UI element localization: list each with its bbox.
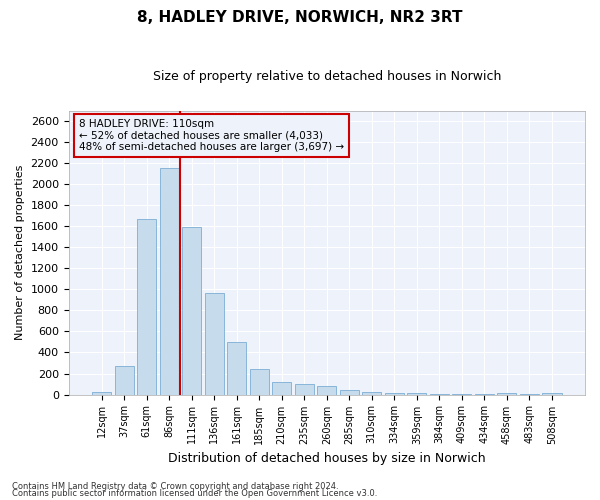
Bar (272, 382, 291, 394)
Y-axis label: Number of detached properties: Number of detached properties (15, 165, 25, 340)
Bar (182, 228, 201, 394)
Text: 8 HADLEY DRIVE: 110sqm
← 52% of detached houses are smaller (4,033)
48% of semi-: 8 HADLEY DRIVE: 110sqm ← 52% of detached… (79, 119, 344, 152)
Bar (407, 393, 427, 394)
Text: 8, HADLEY DRIVE, NORWICH, NR2 3RT: 8, HADLEY DRIVE, NORWICH, NR2 3RT (137, 10, 463, 25)
Bar (295, 384, 314, 394)
Bar (137, 219, 156, 394)
Bar (250, 370, 269, 394)
Bar (542, 393, 562, 394)
Bar (115, 366, 134, 394)
Text: Contains public sector information licensed under the Open Government Licence v3: Contains public sector information licen… (12, 489, 377, 498)
Bar (92, 392, 111, 394)
Bar (160, 168, 179, 394)
Bar (317, 386, 337, 394)
Title: Size of property relative to detached houses in Norwich: Size of property relative to detached ho… (152, 70, 501, 83)
Bar (362, 392, 382, 394)
Bar (205, 292, 224, 394)
Bar (227, 342, 246, 394)
Bar (385, 393, 404, 394)
Text: Contains HM Land Registry data © Crown copyright and database right 2024.: Contains HM Land Registry data © Crown c… (12, 482, 338, 491)
Bar (340, 390, 359, 394)
X-axis label: Distribution of detached houses by size in Norwich: Distribution of detached houses by size … (168, 452, 485, 465)
Bar (497, 393, 517, 394)
